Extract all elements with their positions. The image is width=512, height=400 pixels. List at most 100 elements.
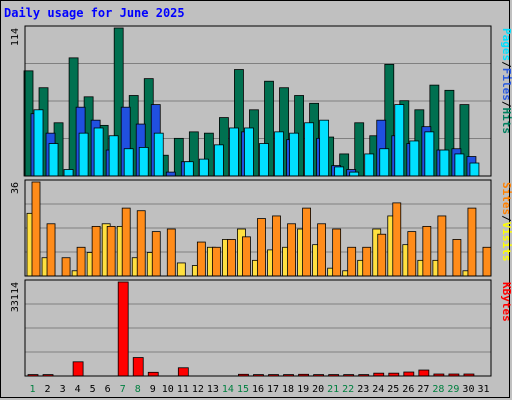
bar-pages-day-27 (424, 131, 435, 177)
bar-pages-day-28 (439, 149, 450, 177)
bar-sites-day-21 (332, 228, 342, 277)
x-tick-day-9: 9 (150, 384, 156, 395)
bar-pages-day-1 (33, 109, 44, 177)
bar-pages-day-8 (138, 147, 149, 177)
x-tick-day-22: 22 (342, 384, 354, 395)
bar-kbytes-day-8 (132, 357, 144, 377)
x-tick-day-18: 18 (282, 384, 294, 395)
legend-entry: Sites (500, 182, 512, 215)
bar-sites-day-17 (272, 215, 281, 277)
x-tick-day-8: 8 (135, 384, 141, 395)
legend-kbytes: KBytes (500, 282, 512, 322)
x-tick-day-26: 26 (402, 384, 414, 395)
legend-entry: / (500, 61, 512, 68)
bar-kbytes-day-26 (403, 371, 415, 377)
y-max-label: 114 (10, 28, 21, 46)
bar-pages-day-11 (183, 161, 194, 177)
x-tick-day-10: 10 (162, 384, 174, 395)
bar-pages-day-30 (469, 162, 480, 177)
x-tick-day-24: 24 (372, 384, 384, 395)
bar-sites-day-23 (362, 246, 372, 277)
bar-sites-day-20 (317, 223, 327, 277)
bar-sites-day-2 (46, 223, 56, 277)
x-tick-day-15: 15 (237, 384, 249, 395)
bar-pages-day-12 (198, 158, 209, 177)
legend-hits-files-pages: Pages/Files/Hits (500, 28, 512, 134)
x-tick-day-4: 4 (75, 384, 81, 395)
bar-kbytes-day-7 (117, 281, 129, 377)
legend-entry: Files (500, 68, 512, 101)
bar-sites-day-1 (31, 181, 41, 277)
panel-hits-files-pages-border (24, 25, 492, 177)
chart-title: Daily usage for June 2025 (4, 6, 185, 20)
bar-sites-day-12 (196, 241, 206, 277)
bar-sites-day-6 (106, 225, 116, 277)
bar-sites-day-27 (422, 225, 432, 277)
bar-sites-day-14 (227, 239, 236, 277)
bar-sites-day-3 (61, 257, 71, 277)
bar-pages-day-25 (394, 104, 405, 177)
bar-pages-day-4 (78, 132, 89, 177)
panel-visits-sites-border (24, 179, 492, 277)
bar-visits-day-11 (176, 262, 186, 277)
bar-pages-day-22 (349, 171, 360, 177)
x-tick-day-13: 13 (207, 384, 219, 395)
legend-entry: Hits (500, 108, 512, 135)
bar-pages-day-17 (274, 131, 284, 177)
legend-entry: Pages (500, 28, 512, 61)
x-tick-day-23: 23 (357, 384, 369, 395)
bar-pages-day-14 (229, 127, 239, 177)
bar-pages-day-13 (213, 144, 224, 177)
x-tick-day-16: 16 (252, 384, 264, 395)
x-tick-day-12: 12 (192, 384, 204, 395)
bar-pages-day-26 (409, 140, 420, 177)
legend-entry: / (500, 101, 512, 108)
bar-sites-day-16 (257, 218, 266, 277)
bar-sites-day-29 (452, 239, 462, 277)
bar-sites-day-28 (437, 215, 447, 277)
x-tick-day-30: 30 (462, 384, 474, 395)
bar-pages-day-29 (454, 153, 465, 177)
x-tick-day-3: 3 (60, 384, 66, 395)
bar-sites-day-19 (302, 207, 311, 277)
bar-sites-day-18 (287, 223, 296, 277)
x-tick-day-1: 1 (30, 384, 36, 395)
bar-sites-day-5 (91, 225, 101, 277)
x-tick-day-11: 11 (177, 384, 189, 395)
x-tick-day-7: 7 (120, 384, 126, 395)
bar-pages-day-16 (259, 143, 269, 177)
bar-sites-day-4 (76, 246, 86, 277)
bar-pages-day-23 (364, 153, 375, 177)
bar-pages-day-19 (304, 122, 314, 177)
x-tick-day-21: 21 (327, 384, 339, 395)
x-tick-day-25: 25 (387, 384, 399, 395)
y-max-label: 33114 (10, 282, 21, 312)
bar-pages-day-7 (123, 148, 134, 177)
bar-sites-day-7 (121, 207, 131, 277)
bar-sites-day-24 (377, 233, 387, 277)
x-tick-day-31: 31 (477, 384, 489, 395)
bar-kbytes-day-4 (72, 361, 84, 377)
x-tick-day-14: 14 (222, 384, 234, 395)
bar-hits-day-23 (354, 122, 365, 177)
bar-kbytes-day-11 (177, 367, 189, 377)
bar-pages-day-24 (379, 148, 390, 177)
bar-sites-day-26 (407, 231, 417, 277)
x-tick-day-5: 5 (90, 384, 96, 395)
x-tick-day-6: 6 (105, 384, 111, 395)
bar-sites-day-30 (467, 207, 477, 277)
bar-sites-day-31 (482, 246, 492, 277)
legend-entry: KBytes (500, 282, 512, 322)
bar-pages-day-18 (289, 132, 299, 177)
x-tick-day-27: 27 (417, 384, 429, 395)
bar-pages-day-9 (153, 132, 164, 177)
x-tick-day-2: 2 (45, 384, 51, 395)
panel-kbytes-border (24, 279, 492, 377)
bar-pages-day-3 (63, 169, 74, 177)
x-tick-day-19: 19 (297, 384, 309, 395)
legend-entry: / (500, 215, 512, 222)
legend-entry: Visits (500, 222, 512, 262)
bar-sites-day-22 (347, 246, 357, 277)
bar-sites-day-10 (166, 228, 176, 277)
